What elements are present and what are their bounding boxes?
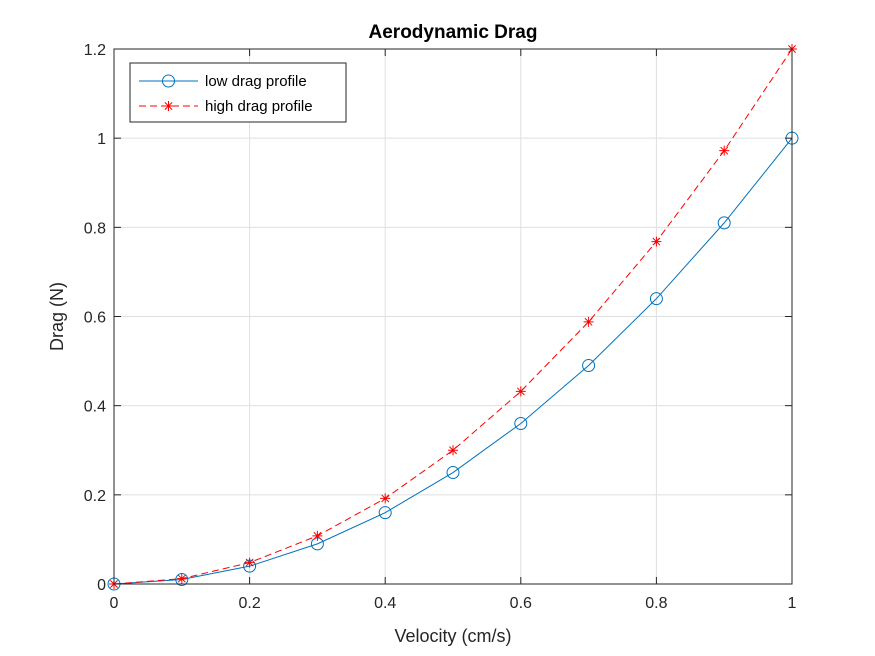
series-point (244, 557, 255, 568)
y-tick-label: 1 (97, 131, 106, 148)
tick-layer: 0 0.2 0.4 0.6 0.8 1 0 0.2 0.4 0.6 0.8 1 1.2 (84, 42, 797, 612)
series-line (113, 48, 793, 585)
legend-entry: high drag profile (139, 98, 313, 115)
series-line (113, 137, 793, 585)
y-axis-label: Drag (N) (47, 282, 67, 351)
legend-entry: low drag profile (139, 73, 307, 90)
legend-marker (162, 74, 175, 88)
series-point (515, 386, 526, 397)
legend-marker (163, 101, 174, 111)
series-point (312, 530, 323, 541)
y-tick-label: 0.6 (84, 310, 106, 327)
series-low (107, 131, 799, 591)
series-point (514, 417, 528, 430)
series-point (446, 466, 460, 480)
series-point (649, 292, 663, 306)
x-tick-label: 0.6 (510, 595, 532, 612)
series-point (719, 145, 730, 156)
x-tick-label: 0 (110, 595, 119, 612)
x-axis-label: Velocity (cm/s) (394, 626, 511, 646)
series-point (378, 506, 392, 520)
series-point (176, 573, 187, 584)
y-tick-label: 1.2 (84, 42, 106, 59)
y-tick-label: 0 (97, 577, 106, 594)
y-tick-label: 0.8 (84, 220, 106, 237)
series-point (448, 445, 458, 456)
series-point (583, 316, 594, 327)
x-tick-label: 1 (788, 595, 797, 612)
legend-label: low drag profile (205, 73, 307, 90)
series-point (380, 493, 391, 504)
chart-title: Aerodynamic Drag (369, 22, 538, 43)
y-tick-label: 0.4 (84, 399, 106, 416)
legend: low drag profile high drag profile (129, 62, 347, 123)
series-point (582, 359, 596, 373)
series-point (717, 216, 731, 230)
series-layer (107, 44, 799, 591)
legend-entries: low drag profile high drag profile (139, 73, 313, 115)
x-tick-label: 0.4 (374, 595, 396, 612)
series-point (651, 236, 662, 247)
legend-label: high drag profile (205, 98, 313, 115)
legend-box (129, 62, 347, 123)
x-tick-label: 0.8 (645, 595, 667, 612)
x-tick-label: 0.2 (238, 595, 260, 612)
y-tick-label: 0.2 (84, 488, 106, 505)
